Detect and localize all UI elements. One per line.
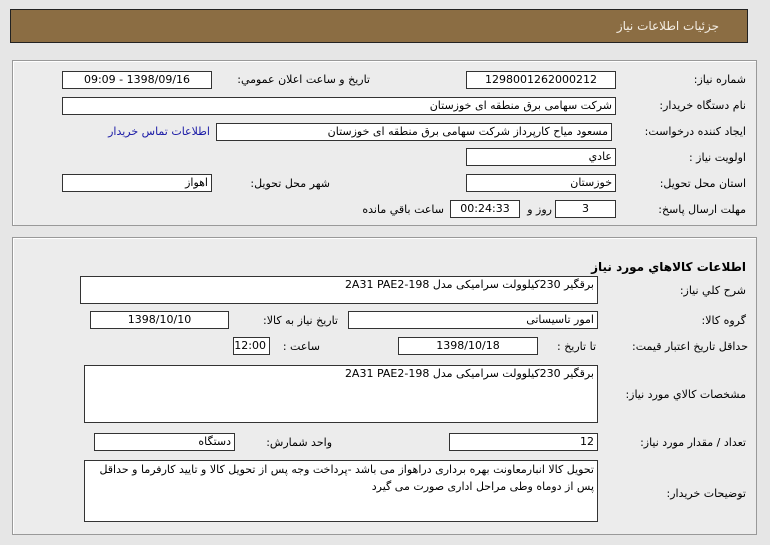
need-date-label: تاريخ نياز به کالا: xyxy=(263,314,338,327)
need-number-label: شماره نیاز: xyxy=(693,73,746,86)
creator-label: ايجاد کننده درخواست: xyxy=(644,125,746,138)
time-remaining-field: 00:24:33 xyxy=(450,200,520,218)
group-field: امور تاسیساتی xyxy=(348,311,598,329)
specs-label: مشخصات کالاي مورد نياز: xyxy=(625,388,746,401)
group-label: گروه کالا: xyxy=(701,314,746,327)
days-field: 3 xyxy=(555,200,616,218)
priority-label: اولويت نياز : xyxy=(688,151,746,164)
buyer-contact-link[interactable]: اطلاعات تماس خريدار xyxy=(108,125,210,138)
summary-label: شرح کلي نياز: xyxy=(679,284,746,297)
days-suffix: روز و xyxy=(527,203,552,216)
city-field: اهواز xyxy=(62,174,212,192)
qty-label: تعداد / مقدار مورد نياز: xyxy=(640,436,746,449)
announce-label: تاريخ و ساعت اعلان عمومي: xyxy=(237,73,370,86)
announce-field: 1398/09/16 - 09:09 xyxy=(62,71,212,89)
goods-section-title: اطلاعات کالاهاي مورد نياز xyxy=(591,260,746,274)
hour-label: ساعت : xyxy=(282,340,320,353)
buyer-desc-field: تحویل کالا انبارمعاونت بهره برداری دراهو… xyxy=(84,460,598,522)
qty-field: 12 xyxy=(449,433,598,451)
unit-field: دستگاه xyxy=(94,433,235,451)
province-label: استان محل تحويل: xyxy=(659,177,746,190)
unit-label: واحد شمارش: xyxy=(266,436,332,449)
buyer-label: نام دستگاه خريدار: xyxy=(659,99,746,112)
page-header: جزئیات اطلاعات نیاز xyxy=(10,9,748,43)
buyer-field: شرکت سهامی برق منطقه ای خوزستان xyxy=(62,97,616,115)
need-number-field: 1298001262000212 xyxy=(466,71,616,89)
time-suffix: ساعت باقي مانده xyxy=(362,203,444,216)
to-date-field: 1398/10/18 xyxy=(398,337,538,355)
summary-field: برقگیر 230کیلوولت سرامیکی مدل 198-2A31 P… xyxy=(80,276,598,304)
need-date-field: 1398/10/10 xyxy=(90,311,229,329)
creator-field: مسعود میاح کارپرداز شرکت سهامی برق منطقه… xyxy=(216,123,612,141)
price-validity-label: حداقل تاريخ اعتبار قيمت: xyxy=(632,340,748,353)
page-title: جزئیات اطلاعات نیاز xyxy=(616,19,719,33)
priority-field: عادي xyxy=(466,148,616,166)
buyer-desc-label: توضيحات خريدار: xyxy=(666,487,747,500)
specs-field: برقگیر 230کیلوولت سرامیکی مدل 198-2A31 P… xyxy=(84,365,598,423)
hour-field: 12:00 xyxy=(233,337,270,355)
to-date-label: تا تاريخ : xyxy=(557,340,596,353)
province-field: خوزستان xyxy=(466,174,616,192)
deadline-label: مهلت ارسال پاسخ: xyxy=(658,203,746,216)
city-label: شهر محل تحويل: xyxy=(250,177,330,190)
